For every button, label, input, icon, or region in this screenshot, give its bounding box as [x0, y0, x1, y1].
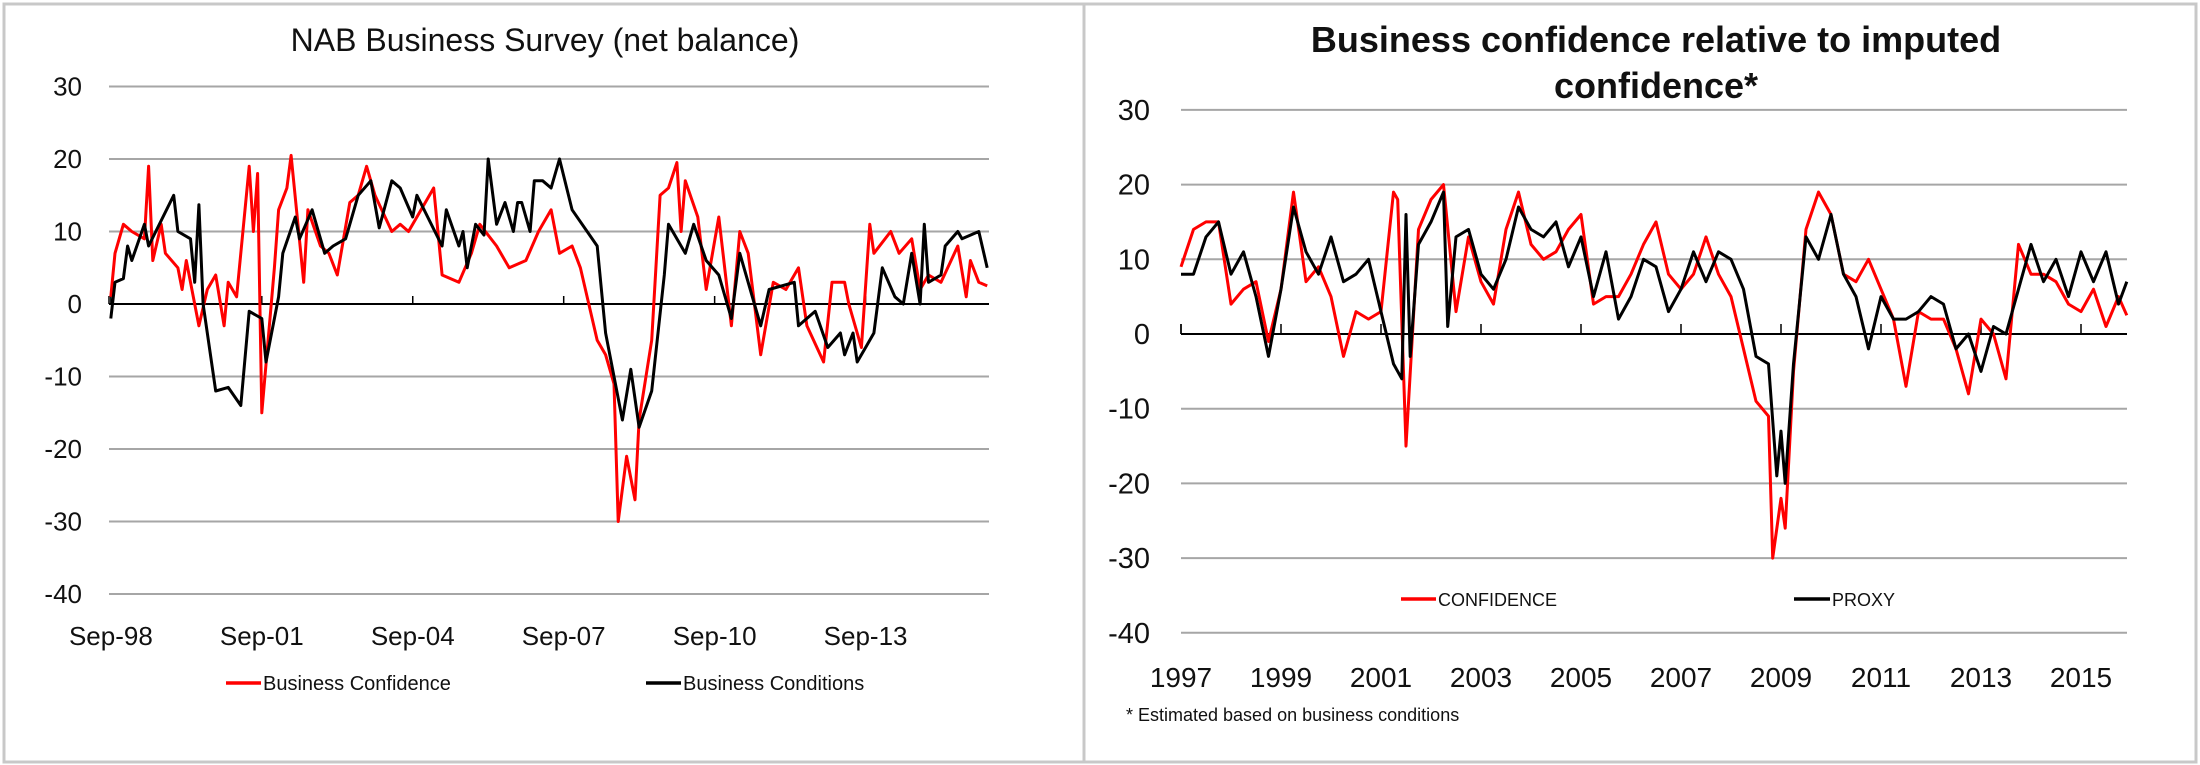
x-tick-label: Sep-07: [522, 621, 606, 651]
y-tick-label: -40: [44, 579, 82, 609]
y-tick-label: 30: [1118, 95, 1150, 127]
legend: Business Confidence Business Conditions: [226, 673, 864, 695]
x-tick-label: 1997: [1150, 662, 1212, 693]
y-tick-label: 0: [1134, 319, 1150, 351]
x-tick-label: 2015: [2050, 662, 2112, 693]
y-tick-label: 10: [1118, 244, 1150, 276]
y-tick-label: -20: [44, 434, 82, 464]
x-tick-label: Sep-13: [824, 621, 908, 651]
y-tick-label: -10: [1108, 394, 1150, 426]
x-tick-label: 2001: [1350, 662, 1412, 693]
legend-label-business-conditions: Business Conditions: [683, 673, 864, 695]
x-tick-label: 2011: [1851, 662, 1911, 693]
legend-label-confidence: CONFIDENCE: [1438, 590, 1557, 610]
chart-title-line-2: confidence*: [1554, 65, 1758, 106]
series-line-business-confidence: [109, 153, 988, 523]
x-tick-label: Sep-98: [69, 621, 153, 651]
x-tick-label: 2007: [1650, 662, 1712, 693]
y-tick-label: -30: [44, 507, 82, 537]
chart-title: NAB Business Survey (net balance): [291, 22, 800, 58]
x-tick-label: Sep-01: [220, 621, 304, 651]
series-line-business-conditions: [109, 157, 989, 429]
x-tick-label: 2013: [1950, 662, 2012, 693]
legend: CONFIDENCE PROXY: [1401, 590, 1895, 610]
x-tick-label: 2009: [1750, 662, 1812, 693]
x-tick-label: 1999: [1250, 662, 1312, 693]
x-tick-label: Sep-10: [673, 621, 757, 651]
x-tick-label: Sep-04: [371, 621, 455, 651]
legend-label-business-confidence: Business Confidence: [263, 673, 451, 695]
y-tick-label: -30: [1108, 543, 1150, 575]
y-tick-label: 0: [68, 289, 82, 319]
y-tick-label: 10: [53, 217, 82, 247]
chart-title-line-1: Business confidence relative to imputed: [1311, 19, 2001, 60]
x-tick-label: 2003: [1450, 662, 1512, 693]
nab-survey-chart: NAB Business Survey (net balance) 30 20 10…: [44, 22, 989, 695]
x-tick-label: 2005: [1550, 662, 1612, 693]
y-tick-label: 20: [1118, 170, 1150, 202]
y-tick-label: 20: [53, 144, 82, 174]
series-line-proxy: [1181, 190, 2129, 485]
y-tick-label: -20: [1108, 468, 1150, 500]
legend-label-proxy: PROXY: [1832, 590, 1895, 610]
confidence-vs-imputed-chart: Business confidence relative to imputed …: [1108, 19, 2129, 725]
y-tick-label: 30: [53, 72, 82, 102]
footnote: * Estimated based on business conditions: [1126, 705, 1459, 725]
series-line-confidence: [1179, 183, 2129, 560]
y-tick-label: -10: [44, 362, 82, 392]
y-tick-label: -40: [1108, 618, 1150, 650]
